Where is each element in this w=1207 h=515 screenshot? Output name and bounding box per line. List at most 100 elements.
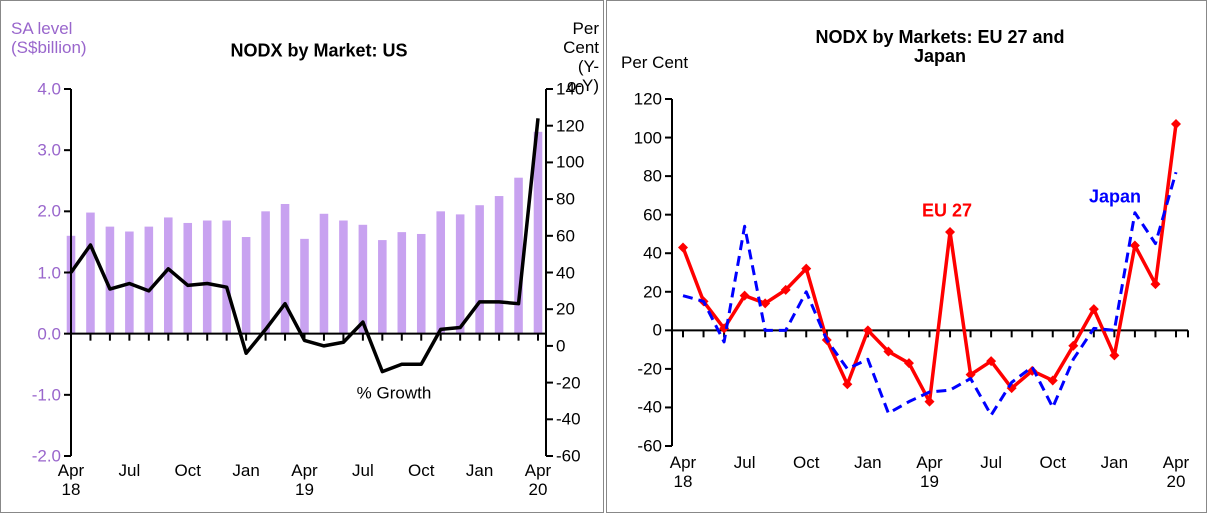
series-label: % Growth [356, 383, 432, 403]
y-tick-label: 40 [643, 243, 662, 263]
y2-axis-label: Per Cent (Y-o-Y) [563, 19, 600, 95]
marker [1129, 240, 1140, 251]
series-line [682, 171, 1178, 417]
y2-tick-label: 0 [556, 336, 566, 356]
bar [105, 226, 115, 334]
bar [280, 203, 290, 334]
series-line [69, 118, 540, 374]
marker [1027, 365, 1038, 376]
bar [241, 237, 251, 334]
marker [678, 242, 688, 253]
bar [475, 205, 484, 334]
x-tick-label: Jan [465, 461, 494, 480]
marker [862, 325, 873, 336]
marker [945, 227, 956, 238]
y2-tick-label: 40 [556, 263, 575, 282]
x-tick-label: Jan [1100, 453, 1129, 472]
y2-tick-label: 80 [556, 189, 575, 209]
x-tick-label: Apr 19 [291, 461, 318, 499]
y-tick-label: 4.0 [37, 79, 61, 99]
x-tick-label: Jan [854, 453, 882, 472]
x-tick-label: Jan [232, 461, 260, 480]
y-tick-label: -60 [637, 436, 662, 456]
bar [358, 224, 368, 334]
x-tick-label: Jul [352, 461, 374, 480]
bar [533, 131, 543, 334]
y2-tick-label: 120 [556, 116, 585, 136]
x-tick-label: Apr 18 [669, 453, 697, 491]
y-tick-label: 3.0 [37, 140, 61, 160]
bar [164, 217, 173, 334]
marker [842, 379, 853, 390]
chart-title: NODX by Markets: EU 27 and Japan [815, 27, 1065, 66]
x-tick-label: Apr 20 [524, 461, 552, 499]
marker [1109, 350, 1120, 361]
y2-tick-label: 140 [556, 79, 585, 99]
bar [397, 232, 407, 334]
y-tick-label: -2.0 [31, 446, 61, 466]
x-tick-label: Apr 19 [916, 453, 943, 491]
x-tick-label: Jul [118, 461, 141, 480]
marker [780, 284, 791, 295]
bar [183, 222, 193, 334]
y-tick-label: 100 [633, 128, 662, 148]
y2-tick-label: 20 [556, 299, 575, 319]
y2-tick-label: -40 [556, 409, 581, 429]
bar [300, 238, 309, 334]
bar [222, 220, 231, 334]
y2-tick-label: 100 [556, 152, 585, 172]
chart [665, 98, 1189, 447]
bar [144, 226, 154, 334]
marker [760, 298, 771, 309]
bar [416, 233, 426, 334]
marker [1047, 375, 1058, 386]
y2-tick-label: -20 [556, 373, 581, 393]
y-axis-label: Per Cent [621, 53, 689, 72]
y-tick-label: 120 [633, 89, 662, 109]
x-tick-label: Apr 18 [57, 461, 85, 499]
y-tick-label: -1.0 [31, 385, 61, 405]
marker [801, 263, 812, 274]
y-tick-label: 80 [643, 166, 662, 186]
bar [261, 211, 270, 334]
bar [378, 240, 387, 334]
marker [883, 346, 894, 357]
y-tick-label: 60 [643, 205, 662, 225]
y-tick-label: 2.0 [37, 201, 61, 221]
series-label: Japan [1088, 186, 1142, 207]
bar [319, 213, 329, 334]
bar [514, 177, 523, 334]
marker [924, 396, 935, 407]
marker [1088, 304, 1099, 315]
bar [202, 220, 212, 334]
chart [64, 88, 553, 457]
x-tick-label: Apr 20 [1162, 453, 1190, 491]
us-panel: NODX by Market: US SA level (S$billion) Pe… [0, 0, 604, 513]
y-tick-label: 1.0 [37, 263, 61, 282]
bar [86, 212, 95, 334]
marker [1171, 119, 1181, 130]
marker [1068, 340, 1079, 351]
marker [986, 356, 997, 367]
bar [455, 214, 465, 334]
bar [494, 196, 504, 334]
x-tick-label: Oct [793, 453, 820, 472]
x-tick-label: Oct [408, 461, 435, 480]
y-tick-label: -40 [637, 397, 662, 417]
x-tick-label: Jul [980, 453, 1002, 472]
y-tick-label: 20 [643, 282, 662, 302]
x-tick-label: Jul [733, 453, 756, 472]
eu-japan-panel: NODX by Markets: EU 27 and Japan Per Cent… [606, 0, 1207, 513]
marker [1150, 279, 1161, 290]
marker [965, 369, 976, 380]
y2-tick-label: 60 [556, 226, 575, 246]
series-label: EU 27 [921, 200, 973, 221]
bar [436, 211, 445, 334]
marker [903, 358, 914, 369]
chart-title: NODX by Market: US [230, 40, 408, 61]
y-tick-label: 0.0 [37, 324, 61, 344]
y-tick-label: 0 [652, 320, 662, 340]
bar [339, 220, 348, 334]
marker [1006, 383, 1017, 394]
